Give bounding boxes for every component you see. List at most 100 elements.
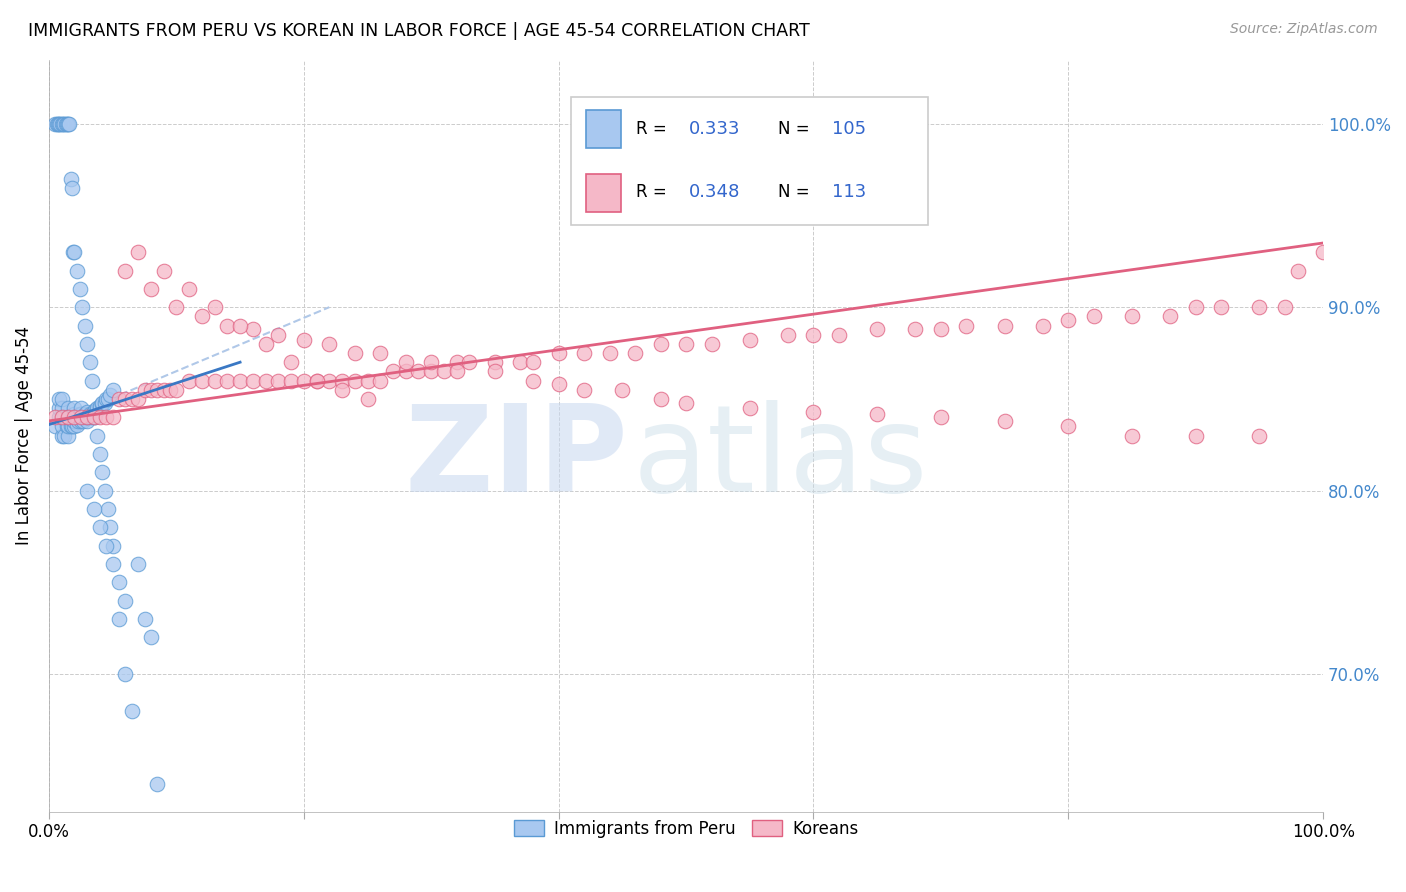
Point: [368, 374, 391, 388]
Point: [165, 383, 187, 397]
Point: [69, 282, 91, 296]
Point: [44, 410, 66, 425]
Point: [408, 364, 430, 378]
Point: [94, 395, 117, 409]
Point: [56, 117, 79, 131]
Point: [67, 414, 90, 428]
Point: [1211, 300, 1233, 314]
Point: [62, 414, 84, 428]
Point: [179, 282, 201, 296]
Point: [49, 117, 72, 131]
Point: [56, 419, 79, 434]
Point: [46, 117, 69, 131]
Point: [242, 374, 264, 388]
Point: [51, 410, 73, 425]
Point: [59, 171, 82, 186]
Point: [86, 403, 108, 417]
Point: [76, 410, 98, 425]
Point: [229, 318, 252, 333]
Point: [48, 410, 70, 425]
Point: [159, 383, 181, 397]
Point: [458, 355, 481, 369]
Point: [80, 410, 103, 425]
Point: [433, 364, 456, 378]
Point: [866, 322, 889, 336]
Point: [63, 419, 86, 434]
Point: [484, 364, 506, 378]
Point: [70, 410, 93, 425]
Point: [82, 374, 104, 388]
Point: [866, 407, 889, 421]
Point: [318, 374, 340, 388]
Point: [446, 355, 468, 369]
Point: [1121, 310, 1143, 324]
Text: atlas: atlas: [633, 400, 928, 516]
Point: [51, 117, 73, 131]
Point: [547, 346, 569, 360]
Point: [60, 419, 83, 434]
Point: [305, 374, 328, 388]
Point: [446, 364, 468, 378]
Point: [48, 117, 70, 131]
Point: [267, 327, 290, 342]
Point: [79, 407, 101, 421]
Point: [114, 263, 136, 277]
Text: Source: ZipAtlas.com: Source: ZipAtlas.com: [1230, 22, 1378, 37]
Point: [152, 383, 174, 397]
Point: [509, 355, 531, 369]
Point: [650, 336, 672, 351]
Point: [44, 117, 66, 131]
Point: [83, 410, 105, 425]
Point: [79, 355, 101, 369]
Point: [522, 355, 544, 369]
Point: [108, 392, 131, 406]
Point: [63, 407, 86, 421]
Point: [101, 410, 124, 425]
Point: [98, 388, 121, 402]
Point: [56, 410, 79, 425]
Point: [572, 383, 595, 397]
Point: [83, 502, 105, 516]
Point: [45, 117, 67, 131]
Point: [356, 374, 378, 388]
Point: [82, 407, 104, 421]
Point: [89, 401, 111, 415]
Point: [86, 428, 108, 442]
Point: [217, 374, 239, 388]
Point: [152, 263, 174, 277]
Point: [51, 428, 73, 442]
Point: [127, 245, 149, 260]
Point: [675, 336, 697, 351]
Text: ZIP: ZIP: [405, 400, 628, 516]
Point: [1032, 318, 1054, 333]
Point: [356, 392, 378, 406]
Point: [146, 383, 169, 397]
Point: [60, 181, 83, 195]
Point: [114, 392, 136, 406]
Point: [280, 355, 302, 369]
Point: [420, 364, 443, 378]
Point: [395, 364, 418, 378]
Point: [395, 355, 418, 369]
Point: [165, 300, 187, 314]
Point: [127, 557, 149, 571]
Point: [929, 322, 952, 336]
Point: [738, 333, 761, 347]
Y-axis label: In Labor Force | Age 45-54: In Labor Force | Age 45-54: [15, 326, 32, 545]
Point: [776, 327, 799, 342]
Point: [675, 395, 697, 409]
Point: [58, 410, 80, 425]
Point: [108, 575, 131, 590]
Point: [612, 383, 634, 397]
Point: [101, 383, 124, 397]
Point: [48, 401, 70, 415]
Point: [63, 410, 86, 425]
Point: [191, 374, 214, 388]
Point: [70, 300, 93, 314]
Point: [53, 410, 76, 425]
Point: [803, 327, 825, 342]
Point: [66, 410, 89, 425]
Point: [56, 401, 79, 415]
Point: [58, 117, 80, 131]
Point: [44, 419, 66, 434]
